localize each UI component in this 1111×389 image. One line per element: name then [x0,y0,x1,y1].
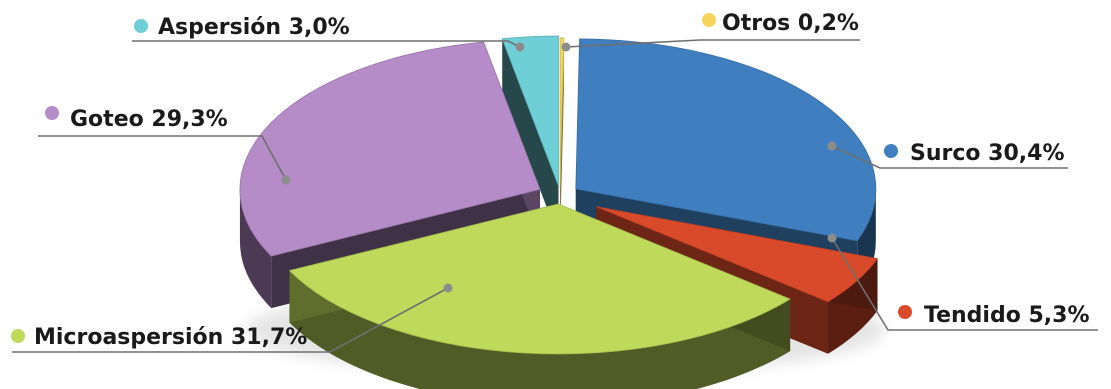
slice-label-group-aspersión: Aspersión 3,0% [132,15,525,52]
slice-top-microaspersión [288,203,791,355]
slice-side-microaspersión [289,270,791,389]
leader-line-microaspersión [12,287,449,353]
leader-line-surco [831,145,1068,169]
slice-side-goteo [239,189,272,309]
legend-marker-surco [884,144,898,158]
pie-slice-aspersión [501,35,559,239]
leader-anchor-dot-aspersión [515,42,525,52]
slice-label-group-tendido: Tendido 5,3% [827,233,1098,331]
leader-line-tendido [831,237,1098,331]
pie-slice-microaspersión [288,203,791,389]
leader-anchor-dot-goteo [281,175,291,185]
slice-label-microaspersión: Microaspersión 31,7% [34,325,307,350]
slice-label-surco: Surco 30,4% [910,141,1065,166]
leader-anchor-dot-tendido [827,233,837,243]
slice-label-goteo: Goteo 29,3% [70,107,228,132]
slice-face-aspersión [502,38,559,239]
slice-top-tendido [595,206,879,303]
slice-label-tendido: Tendido 5,3% [924,303,1090,328]
leader-anchor-dot-surco [827,141,837,151]
slice-label-group-goteo: Goteo 29,3% [38,106,291,185]
leader-line-goteo [38,135,287,181]
slices-layer [239,35,879,389]
legend-marker-microaspersión [11,329,25,343]
slice-label-group-surco: Surco 30,4% [827,141,1068,169]
legend-marker-goteo [45,106,59,120]
slice-label-group-microaspersión: Microaspersión 31,7% [11,283,453,353]
leader-anchor-dot-otros [561,42,571,52]
slice-top-surco [575,38,877,242]
slice-label-otros: Otros 0,2% [722,11,859,36]
slice-top-goteo [239,41,541,257]
leader-anchor-dot-microaspersión [443,283,453,293]
slice-top-otros [559,37,565,188]
slice-label-aspersión: Aspersión 3,0% [158,15,350,40]
legend-marker-tendido [898,305,912,319]
labels-layer: Otros 0,2% Surco 30,4% Tendido 5,3% Microas… [11,11,1098,353]
leader-line-otros [565,39,860,48]
slice-top-aspersión [501,35,559,187]
pie-slice-otros [559,37,565,240]
legend-marker-otros [702,13,716,27]
slice-label-group-otros: Otros 0,2% [561,11,860,52]
legend-marker-aspersión [134,19,148,33]
